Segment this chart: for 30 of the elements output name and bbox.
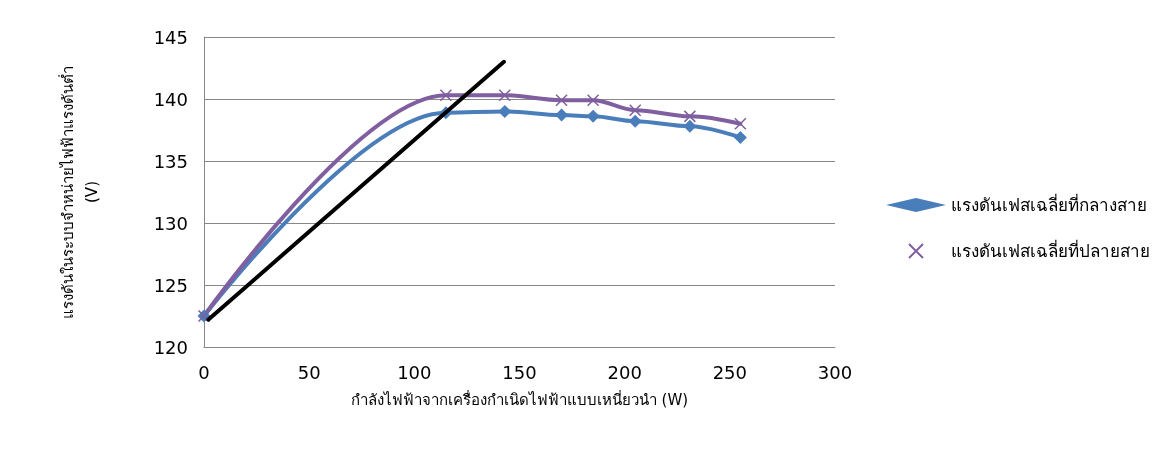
- x-tick-label: 250: [712, 361, 748, 383]
- legend-label: แรงดันเฟสเฉลี่ยที่ปลายสาย: [951, 239, 1150, 261]
- y-tick-label: 140: [153, 88, 188, 110]
- x-tick-label: 50: [297, 361, 321, 383]
- point: [498, 89, 512, 102]
- y-tick-label: 130: [153, 212, 188, 234]
- point: [586, 109, 600, 123]
- point: [628, 103, 642, 117]
- point: [498, 104, 512, 118]
- point: [683, 110, 697, 123]
- point: [555, 93, 568, 107]
- point: [628, 114, 642, 128]
- y-tick-label: 135: [153, 150, 188, 172]
- point: [734, 117, 747, 131]
- x-tick-label: 200: [607, 361, 642, 383]
- y-axis-title: แรงดันในระบบจำหน่ายไฟฟ้าแรงดันต่ำ (V): [57, 65, 101, 319]
- x-tick-label: 0: [198, 361, 210, 383]
- y-tick-label: 120: [153, 336, 188, 358]
- point: [683, 119, 697, 133]
- point: [555, 108, 569, 122]
- y-tick-label: 145: [153, 26, 188, 48]
- y-tick-label: 125: [153, 274, 188, 296]
- x-tick-label: 300: [817, 361, 853, 383]
- point: [586, 93, 600, 107]
- point: [733, 130, 747, 144]
- legend-label: แรงดันเฟสเฉลี่ยที่กลางสาย: [951, 193, 1147, 215]
- x-axis-title: กำลังไฟฟ้าจากเครื่องกำเนิดไฟฟ้าแบบเหนี่ยวนำ (W): [350, 388, 689, 409]
- x-tick-label: 100: [397, 361, 432, 383]
- x-tick-label: 150: [502, 361, 537, 383]
- point: [439, 89, 453, 102]
